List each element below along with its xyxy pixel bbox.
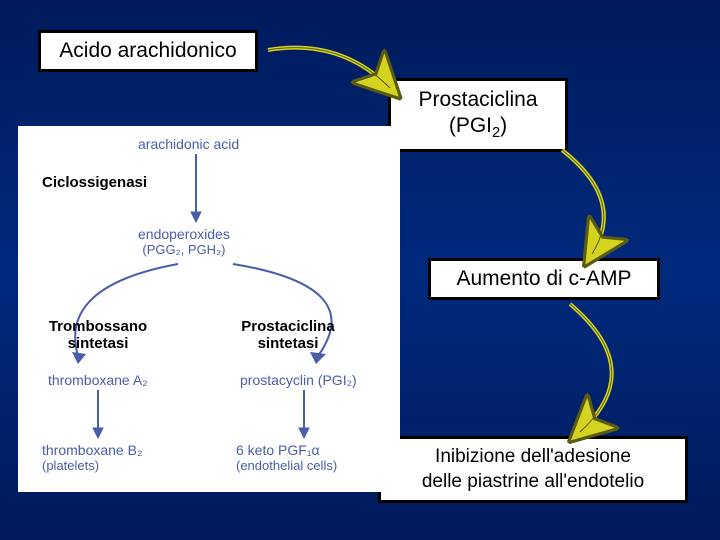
chem-six-keto: 6 keto PGF₁α (endothelial cells)	[236, 442, 337, 473]
chem-arachidonic: arachidonic acid	[138, 136, 239, 152]
chem-thromboxane-a2: thromboxane A₂	[48, 372, 148, 388]
pathway-panel: arachidonic acid Ciclossigenasi endopero…	[18, 126, 400, 492]
box-inibizione: Inibizione dell'adesione delle piastrine…	[378, 436, 688, 503]
box-acido-arachidonico: Acido arachidonico	[38, 30, 258, 72]
inibizione-line2: delle piastrine all'endotelio	[395, 470, 671, 495]
aumento-text: Aumento di c-AMP	[456, 267, 631, 290]
box-acido-text: Acido arachidonico	[59, 39, 236, 62]
prostaciclina-line1: Prostaciclina	[405, 87, 551, 113]
inibizione-line1: Inibizione dell'adesione	[395, 445, 671, 470]
enzyme-trombossano: Trombossano sintetasi	[38, 318, 158, 352]
enzyme-ciclossigenasi: Ciclossigenasi	[42, 174, 147, 191]
chem-prostacyclin: prostacyclin (PGI₂)	[240, 372, 357, 388]
arrow-down-left	[88, 390, 108, 440]
prostaciclina-line2: (PGI2)	[405, 113, 551, 143]
arrow-down-right	[294, 390, 314, 440]
chem-thromboxane-b2: thromboxane B₂ (platelets)	[42, 442, 142, 473]
box-prostaciclina: Prostaciclina (PGI2)	[388, 78, 568, 152]
box-aumento: Aumento di c-AMP	[428, 258, 660, 300]
arrow-down-1	[186, 154, 206, 224]
enzyme-prostaciclina-sintetasi: Prostaciclina sintetasi	[228, 318, 348, 352]
